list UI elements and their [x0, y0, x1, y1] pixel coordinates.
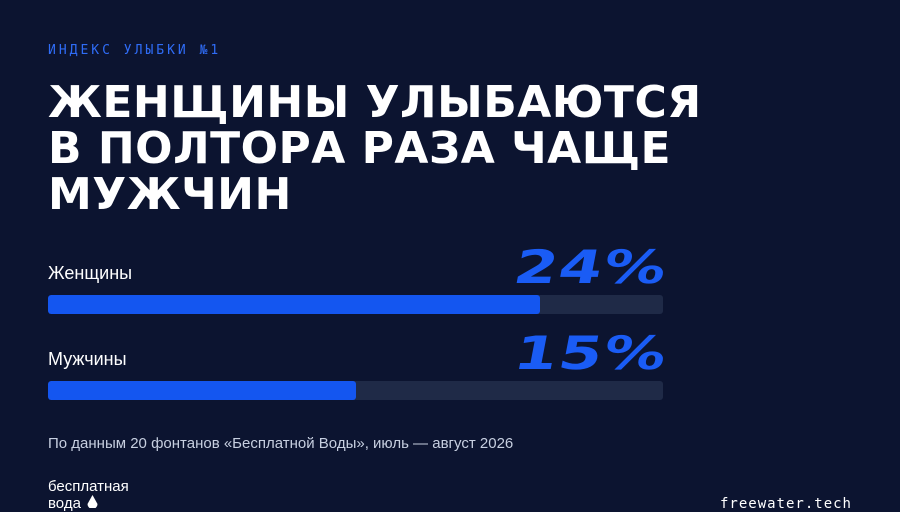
- eyebrow-label: ИНДЕКС УЛЫБКИ №1: [48, 43, 222, 58]
- stat-row-women: Женщины 24%: [48, 240, 672, 314]
- progress-fill-men: [48, 381, 356, 400]
- logo-text-line2: вода: [48, 495, 81, 512]
- brand-url: freewater.tech: [719, 496, 852, 512]
- brand-logo: бесплатная вода: [48, 478, 129, 512]
- stat-value-men: 15%: [509, 326, 673, 380]
- progress-track-women: [48, 295, 663, 314]
- headline: ЖЕНЩИНЫ УЛЫБАЮТСЯ В ПОЛТОРА РАЗА ЧАЩЕ МУ…: [48, 77, 702, 220]
- stat-row-men: Мужчины 15%: [48, 326, 672, 400]
- progress-track-men: [48, 381, 663, 400]
- progress-fill-women: [48, 295, 540, 314]
- logo-text-line1: бесплатная: [48, 478, 129, 495]
- stat-value-women: 24%: [509, 240, 673, 294]
- stat-label-men: Мужчины: [48, 349, 127, 369]
- water-drop-icon: [87, 495, 98, 508]
- source-footnote: По данным 20 фонтанов «Бесплатной Воды»,…: [48, 435, 514, 452]
- stat-label-women: Женщины: [48, 263, 133, 283]
